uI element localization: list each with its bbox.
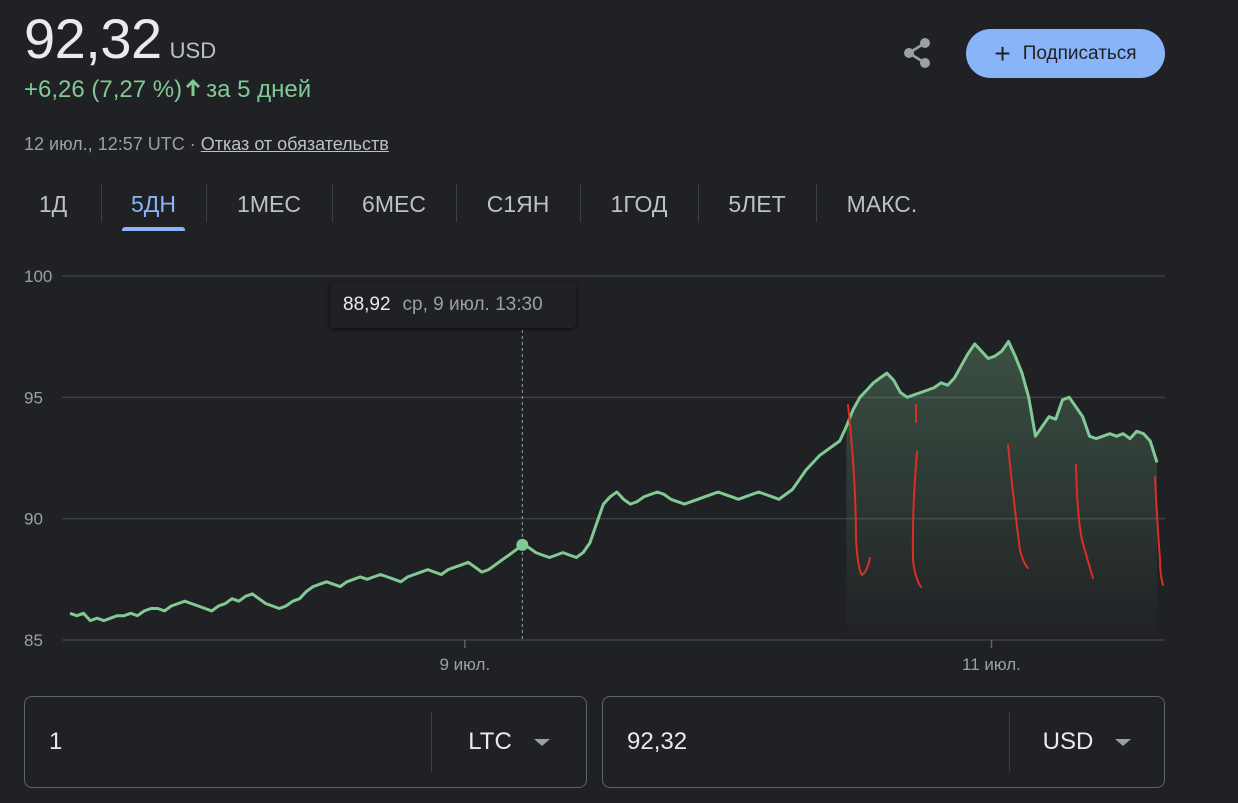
tab-1d[interactable]: 1Д [38,190,68,217]
x-tick-label: 9 июл. [439,655,490,674]
price-area [846,341,1157,640]
tab-5d[interactable]: 5ДН [122,180,185,231]
from-amount-input[interactable] [25,727,431,757]
share-button[interactable] [896,32,938,74]
price-line [69,340,1159,623]
to-currency-select[interactable]: USD [1010,728,1164,756]
change-period: за 5 дней [206,76,312,103]
tooltip-value: 88,92 [343,294,391,315]
to-currency-label: USD [1042,728,1094,755]
chart-tooltip: 88,92 ср, 9 июл. 13:30 [330,282,576,328]
current-price: 92,32 [24,7,162,70]
converter-divider [431,712,432,772]
tab-1y[interactable]: 1ГОД [610,190,668,217]
timestamp-row: 12 июл., 12:57 UTC · Отказ от обязательс… [24,134,389,155]
tab-divider [332,184,333,222]
y-tick-label: 95 [24,388,43,407]
subscribe-button[interactable]: + Подписаться [966,29,1165,78]
x-tick-label: 11 июл. [962,655,1021,674]
dropdown-caret-icon [1115,738,1132,746]
tooltip-time: ср, 9 июл. 13:30 [402,294,543,315]
disclaimer-link[interactable]: Отказ от обязательств [200,134,389,154]
from-currency-select[interactable]: LTC [432,728,586,756]
plus-icon: + [994,37,1011,69]
range-tabs: 1Д 5ДН 1МЕС 6МЕС С1ЯН 1ГОД 5ЛЕТ МАКС. [0,180,1238,232]
tab-divider [206,184,207,222]
share-icon [904,38,930,68]
tab-5y[interactable]: 5ЛЕТ [728,190,786,217]
converter-divider [1009,712,1010,772]
dropdown-caret-icon [533,738,550,746]
arrow-up-icon [184,76,202,104]
annotation-strokes [847,404,1164,588]
tab-divider [456,184,457,222]
timestamp: 12 июл., 12:57 UTC · [24,134,201,154]
subscribe-label: Подписаться [1022,42,1137,64]
cursor-dot [516,538,529,551]
tab-1m[interactable]: 1МЕС [237,190,301,217]
price-row: 92,32 USD [24,6,216,71]
y-tick-label: 90 [24,510,43,529]
price-currency: USD [169,38,217,63]
y-tick-label: 100 [24,267,52,286]
price-chart[interactable]: 9 июл. 11 июл. 100 95 90 85 [0,240,1238,680]
tab-6m[interactable]: 6МЕС [362,190,426,217]
price-change: +6,26 (7,27 %) [24,76,183,103]
from-currency-label: LTC [468,728,512,755]
y-tick-label: 85 [24,631,43,650]
tab-divider [101,184,102,222]
tab-divider [698,184,699,222]
to-amount-input[interactable] [603,727,1009,757]
converter-from: LTC [24,696,587,788]
tab-ytd[interactable]: С1ЯН [486,190,550,217]
converter-to: USD [602,696,1165,788]
tab-divider [580,184,581,222]
price-change-row: +6,26 (7,27 %) за 5 дней [24,76,311,104]
tab-max[interactable]: МАКС. [846,190,918,217]
tab-divider [816,184,817,222]
